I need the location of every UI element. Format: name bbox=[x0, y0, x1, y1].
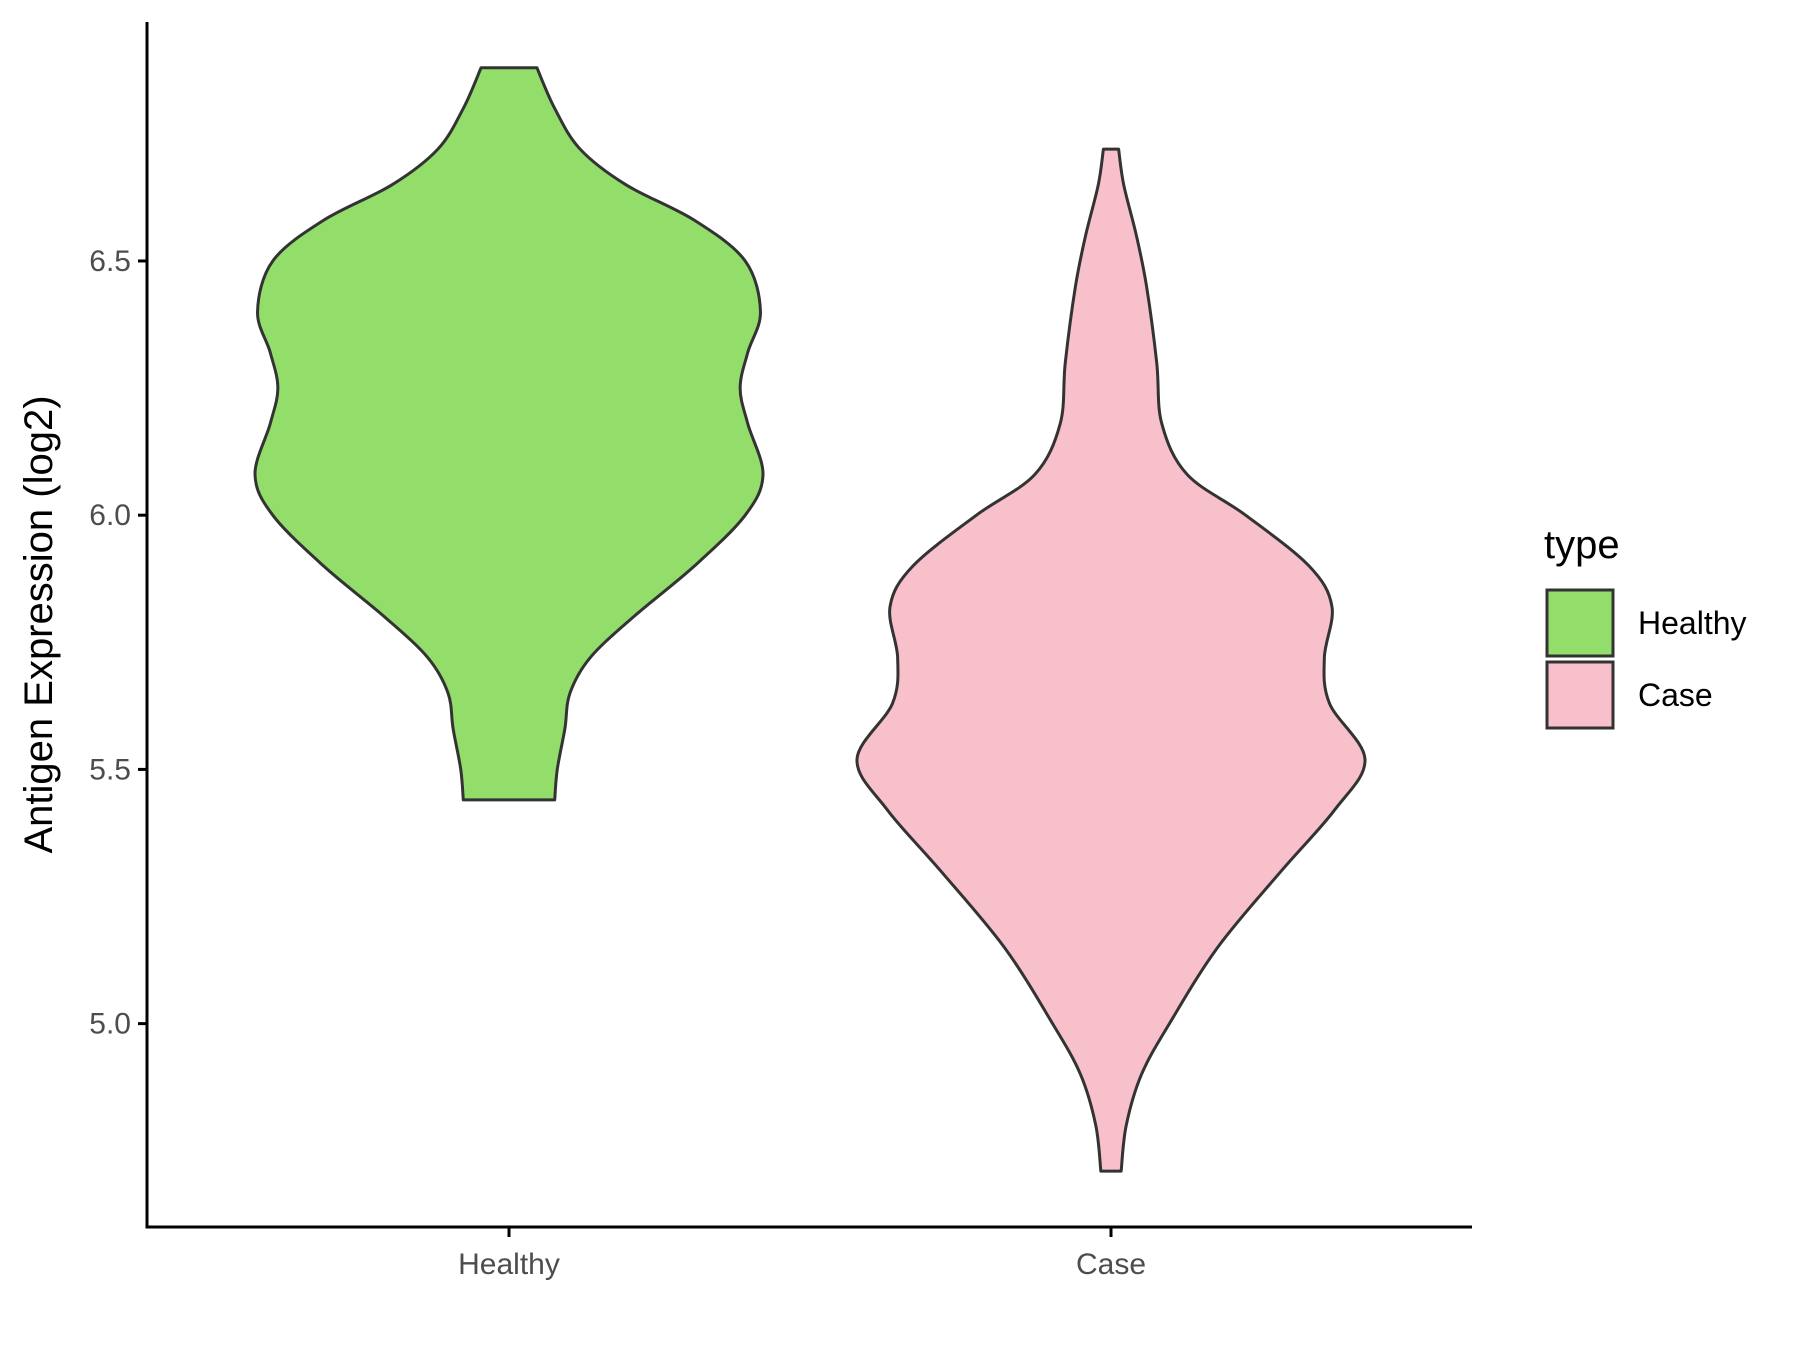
legend-label-case: Case bbox=[1638, 677, 1713, 713]
legend-title: type bbox=[1544, 523, 1620, 567]
x-tick-label-case: Case bbox=[1076, 1248, 1146, 1281]
legend-key-healthy bbox=[1545, 588, 1615, 658]
y-ticks: 5.0 5.5 6.0 6.5 bbox=[89, 245, 147, 1041]
y-tick-label: 6.5 bbox=[89, 245, 131, 278]
y-axis-title: Antigen Expression (log2) bbox=[17, 395, 61, 853]
axes-layer bbox=[145, 22, 1472, 1229]
violins-layer bbox=[253, 66, 1367, 1173]
legend-label-healthy: Healthy bbox=[1638, 605, 1747, 641]
violin-case bbox=[855, 147, 1367, 1173]
legend-items: Healthy Case bbox=[1545, 588, 1747, 730]
violin-healthy bbox=[253, 66, 765, 802]
x-tick-label-healthy: Healthy bbox=[458, 1248, 560, 1281]
y-tick-label: 5.0 bbox=[89, 1008, 131, 1041]
legend-key-case bbox=[1545, 660, 1615, 730]
y-tick-label: 5.5 bbox=[89, 753, 131, 786]
x-ticks: Healthy Case bbox=[458, 1227, 1146, 1281]
y-tick-label: 6.0 bbox=[89, 499, 131, 532]
legend: type Healthy Case bbox=[1544, 523, 1747, 730]
